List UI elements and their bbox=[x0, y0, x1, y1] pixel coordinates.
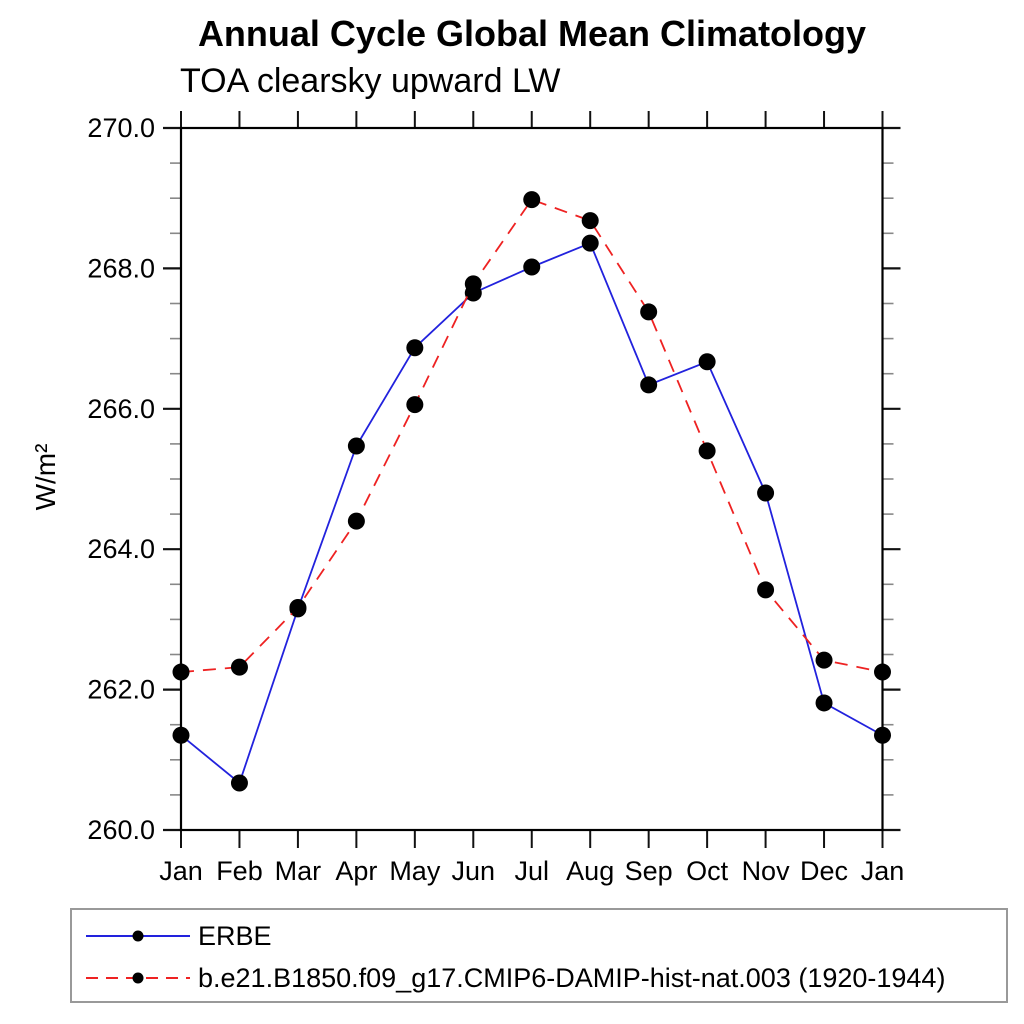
data-point-marker bbox=[757, 484, 775, 502]
plot-frame bbox=[179, 126, 884, 832]
x-tick-label: Feb bbox=[216, 856, 263, 886]
data-point-marker bbox=[172, 663, 190, 681]
legend-label-model: b.e21.B1850.f09_g17.CMIP6-DAMIP-hist-nat… bbox=[198, 962, 946, 993]
data-point-marker bbox=[640, 376, 658, 394]
data-point-marker bbox=[523, 258, 541, 276]
data-point-marker bbox=[698, 442, 716, 460]
data-point-marker bbox=[815, 651, 833, 669]
x-tick-label: Jan bbox=[861, 856, 905, 886]
chart-subtitle: TOA clearsky upward LW bbox=[180, 62, 561, 100]
data-point-marker bbox=[464, 275, 482, 293]
data-point-marker bbox=[347, 437, 365, 455]
x-tick-label: Apr bbox=[335, 856, 377, 886]
x-tick-label: Aug bbox=[566, 856, 614, 886]
data-point-marker bbox=[230, 658, 248, 676]
x-tick-label: May bbox=[389, 856, 441, 886]
data-point-marker bbox=[172, 726, 190, 744]
x-tick-label: Jul bbox=[514, 856, 549, 886]
legend-box: ERBE b.e21.B1850.f09_g17.CMIP6-DAMIP-his… bbox=[70, 908, 1008, 1003]
data-point-marker bbox=[581, 234, 599, 252]
x-tick-label: Jan bbox=[159, 856, 203, 886]
y-tick-label: 264.0 bbox=[87, 534, 155, 564]
y-tick-label: 260.0 bbox=[87, 815, 155, 845]
data-point-marker bbox=[874, 726, 891, 744]
data-point-marker bbox=[757, 581, 775, 599]
data-point-marker bbox=[289, 598, 307, 616]
legend-swatch-dashed-line-dot bbox=[86, 972, 190, 984]
data-point-marker bbox=[581, 212, 599, 230]
legend-item-erbe: ERBE bbox=[82, 915, 1006, 957]
x-tick-label: Jun bbox=[452, 856, 496, 886]
legend-swatch-solid-line-dot bbox=[86, 930, 190, 942]
series-line-erbe bbox=[180, 241, 883, 785]
legend-marker-sample bbox=[132, 930, 144, 942]
x-tick-label: Nov bbox=[742, 856, 791, 886]
y-tick-label: 262.0 bbox=[87, 675, 155, 705]
x-tick-label: Sep bbox=[625, 856, 673, 886]
data-point-marker bbox=[406, 396, 424, 414]
data-point-marker bbox=[815, 694, 833, 712]
x-tick-label: Dec bbox=[800, 856, 848, 886]
data-point-marker bbox=[347, 512, 365, 530]
legend-marker-sample bbox=[132, 972, 144, 984]
y-tick-label: 266.0 bbox=[87, 394, 155, 424]
data-point-marker bbox=[406, 339, 424, 357]
data-point-marker bbox=[640, 303, 658, 321]
data-point-marker bbox=[698, 353, 716, 371]
x-tick-label: Oct bbox=[686, 856, 729, 886]
y-tick-label: 270.0 bbox=[87, 113, 155, 143]
data-point-marker bbox=[523, 191, 541, 209]
legend-item-model: b.e21.B1850.f09_g17.CMIP6-DAMIP-hist-nat… bbox=[82, 957, 1006, 999]
chart-title: Annual Cycle Global Mean Climatology bbox=[197, 13, 867, 54]
legend-label-erbe: ERBE bbox=[198, 920, 272, 951]
data-point-marker bbox=[230, 774, 248, 792]
data-point-marker bbox=[874, 663, 891, 681]
x-tick-label: Mar bbox=[275, 856, 322, 886]
y-tick-label: 268.0 bbox=[87, 253, 155, 283]
